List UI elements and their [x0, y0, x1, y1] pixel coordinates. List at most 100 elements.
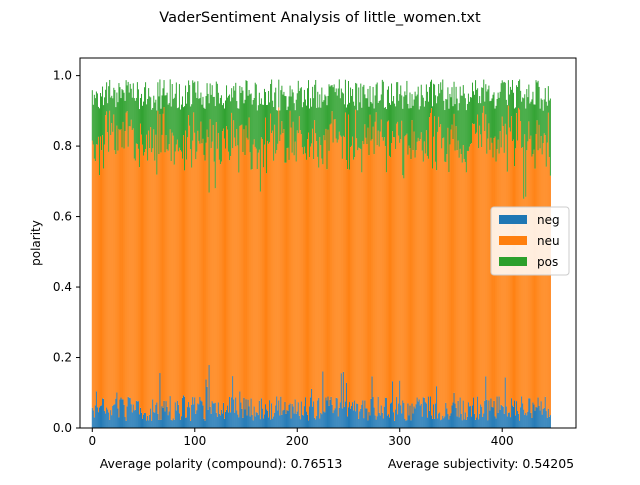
bar-neg [298, 415, 300, 428]
bar-pos [248, 89, 250, 118]
bar-neu [545, 166, 547, 412]
bar-neg [317, 400, 319, 428]
bar-neu [265, 117, 266, 405]
bar-neg [271, 403, 273, 428]
bar-pos [138, 109, 140, 168]
bar-pos [334, 92, 336, 119]
bar-pos [285, 96, 287, 163]
bar-pos [310, 98, 312, 147]
bar-neg [139, 407, 141, 428]
bar-pos [332, 87, 334, 143]
bar-neg [106, 407, 108, 428]
bar-neg [337, 416, 339, 428]
bar-neg [489, 410, 491, 428]
bar-neu [452, 139, 454, 403]
bar-pos [230, 101, 232, 156]
bar-neg [383, 406, 385, 428]
bar-pos [539, 108, 541, 149]
bar-neu [534, 168, 536, 411]
bar-neg [348, 407, 349, 428]
bar-neg [448, 419, 450, 428]
bar-neu [195, 159, 197, 414]
bar-pos [337, 88, 339, 140]
bar-neg [126, 406, 128, 428]
bar-neu [259, 191, 261, 420]
bar-neg [514, 400, 515, 428]
bar-pos [136, 82, 138, 145]
bar-neg [392, 381, 394, 428]
bar-pos [429, 81, 431, 113]
bar-neu [376, 145, 378, 417]
bar-pos [444, 110, 446, 162]
bar-neg [207, 409, 209, 428]
bar-neu [273, 160, 275, 417]
bar-neu [358, 147, 360, 419]
legend-swatch-neg [499, 215, 527, 224]
bar-neg [275, 405, 277, 428]
bar-pos [169, 79, 171, 130]
bar-neg [349, 402, 350, 428]
bar-pos [438, 84, 440, 117]
bar-neg [371, 376, 373, 428]
bar-neu [383, 137, 385, 407]
bar-neg [452, 402, 454, 428]
bar-neg [112, 405, 114, 428]
bar-pos [222, 103, 224, 129]
bar-pos [233, 86, 235, 121]
bar-neg [447, 414, 449, 428]
bar-neu [432, 168, 434, 419]
bar-neu [96, 144, 98, 408]
bar-neu [205, 142, 207, 380]
bar-neg [446, 408, 448, 428]
bar-neg [302, 415, 304, 428]
bar-neu [546, 142, 548, 418]
bar-pos [292, 92, 294, 122]
bar-neg [491, 406, 493, 428]
bar-pos [156, 110, 158, 175]
bar-pos [496, 99, 498, 150]
bar-neg [281, 414, 283, 428]
bar-neu [300, 134, 302, 402]
bar-neg [438, 413, 440, 428]
bar-neg [524, 415, 526, 428]
bar-neg [252, 420, 254, 428]
bar-pos [336, 95, 338, 143]
bar-pos [198, 98, 200, 141]
bar-pos [244, 99, 246, 156]
bar-neg [270, 419, 272, 428]
bar-neu [434, 116, 436, 419]
bar-neu [460, 154, 462, 414]
bar-pos [506, 105, 508, 172]
bar-neu [477, 114, 479, 397]
bar-pos [330, 85, 332, 124]
bar-neu [188, 115, 190, 403]
bar-neu [456, 150, 458, 417]
bar-pos [440, 82, 442, 125]
bar-neu [268, 143, 270, 418]
bar-neg [103, 398, 105, 428]
bar-pos [413, 99, 415, 132]
bar-neg [393, 412, 395, 428]
bar-neu [299, 130, 301, 420]
bar-neu [116, 125, 118, 393]
bar-neg [197, 403, 199, 428]
bar-pos [481, 87, 483, 148]
bar-pos [132, 83, 134, 129]
bar-neg [352, 402, 354, 428]
bar-neg [542, 408, 544, 428]
bar-pos [238, 108, 240, 173]
bar-neg [238, 417, 240, 428]
bar-neu [200, 121, 202, 401]
bar-pos [105, 89, 107, 116]
bar-neg [421, 416, 423, 428]
bar-neg [114, 404, 116, 428]
bar-neu [146, 134, 148, 421]
bar-neu [198, 140, 200, 405]
bar-neu [131, 130, 133, 413]
bar-pos [476, 89, 478, 133]
bar-neu [245, 125, 247, 400]
bar-neg [462, 400, 464, 428]
bar-neu [324, 140, 326, 413]
bar-neu [350, 147, 352, 409]
bar-neg [95, 391, 97, 428]
